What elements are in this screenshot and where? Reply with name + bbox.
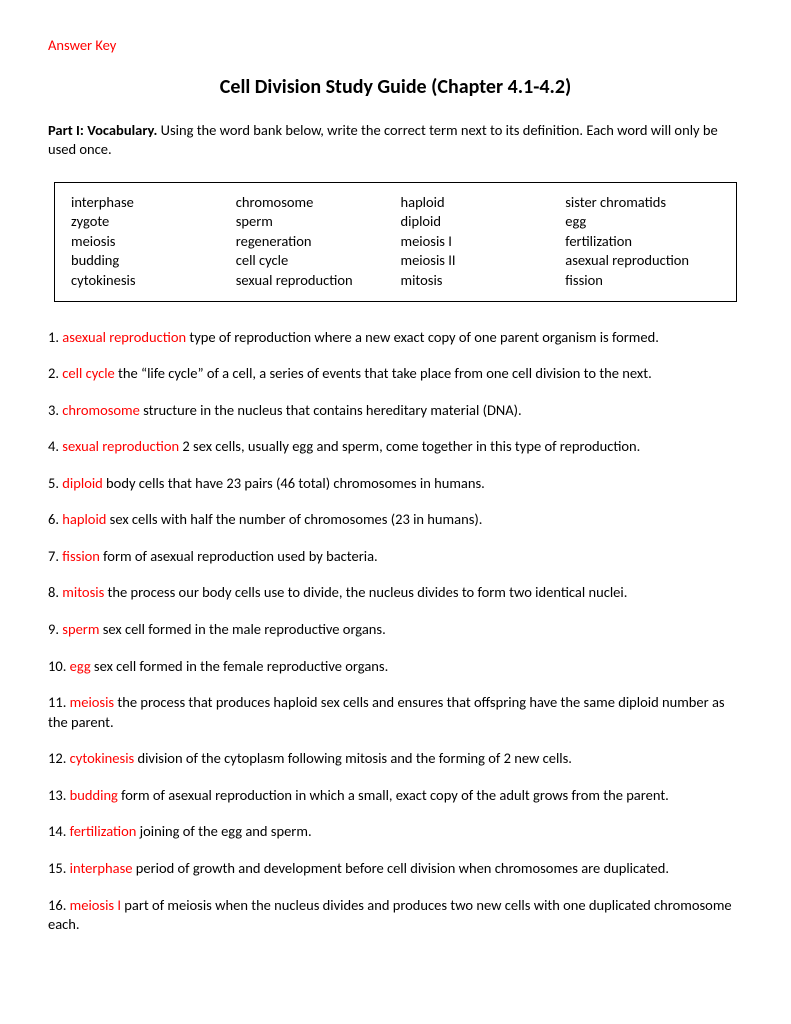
definition-answer: cytokinesis <box>70 749 135 767</box>
wordbank-term: egg <box>565 212 720 232</box>
definition-item: 4. sexual reproduction 2 sex cells, usua… <box>48 437 743 457</box>
definition-answer: egg <box>70 657 91 675</box>
definition-number: 14. <box>48 822 70 840</box>
wordbank-term: meiosis II <box>401 251 556 271</box>
definition-text: sex cell formed in the female reproducti… <box>91 657 389 675</box>
definition-text: 2 sex cells, usually egg and sperm, come… <box>179 437 640 455</box>
definition-answer: fission <box>62 547 100 565</box>
definition-answer: cell cycle <box>62 364 114 382</box>
definition-text: type of reproduction where a new exact c… <box>186 328 659 346</box>
definition-item: 9. sperm sex cell formed in the male rep… <box>48 620 743 640</box>
definition-number: 7. <box>48 547 62 565</box>
wordbank-term: cell cycle <box>236 251 391 271</box>
definition-item: 16. meiosis I part of meiosis when the n… <box>48 896 743 935</box>
definition-number: 5. <box>48 474 62 492</box>
definition-answer: meiosis <box>70 693 114 711</box>
answer-key-label: Answer Key <box>48 36 743 56</box>
definition-item: 15. interphase period of growth and deve… <box>48 859 743 879</box>
definition-text: body cells that have 23 pairs (46 total)… <box>103 474 485 492</box>
definition-number: 9. <box>48 620 62 638</box>
definition-number: 10. <box>48 657 70 675</box>
definition-answer: sexual reproduction <box>62 437 179 455</box>
wordbank-term: fission <box>565 271 720 291</box>
definition-text: period of growth and development before … <box>133 859 670 877</box>
wordbank-term: fertilization <box>565 232 720 252</box>
definition-text: sex cell formed in the male reproductive… <box>99 620 385 638</box>
definition-answer: asexual reproduction <box>62 328 186 346</box>
wordbank-term: zygote <box>71 212 226 232</box>
definition-text: part of meiosis when the nucleus divides… <box>48 896 732 934</box>
definition-number: 13. <box>48 786 70 804</box>
definition-text: the process our body cells use to divide… <box>104 583 627 601</box>
definitions-list: 1. asexual reproduction type of reproduc… <box>48 328 743 935</box>
definition-item: 8. mitosis the process our body cells us… <box>48 583 743 603</box>
definition-number: 12. <box>48 749 70 767</box>
definition-item: 14. fertilization joining of the egg and… <box>48 822 743 842</box>
definition-item: 5. diploid body cells that have 23 pairs… <box>48 474 743 494</box>
wordbank-term: haploid <box>401 193 556 213</box>
definition-text: joining of the egg and sperm. <box>136 822 311 840</box>
definition-answer: interphase <box>70 859 133 877</box>
definition-item: 1. asexual reproduction type of reproduc… <box>48 328 743 348</box>
definition-item: 2. cell cycle the “life cycle” of a cell… <box>48 364 743 384</box>
definition-answer: diploid <box>62 474 102 492</box>
wordbank-col: chromosome sperm regeneration cell cycle… <box>236 193 391 291</box>
definition-number: 16. <box>48 896 70 914</box>
definition-text: form of asexual reproduction used by bac… <box>100 547 378 565</box>
definition-number: 11. <box>48 693 70 711</box>
wordbank-term: regeneration <box>236 232 391 252</box>
wordbank-term: interphase <box>71 193 226 213</box>
definition-text: form of asexual reproduction in which a … <box>118 786 669 804</box>
definition-text: structure in the nucleus that contains h… <box>140 401 522 419</box>
wordbank-col: interphase zygote meiosis budding cytoki… <box>71 193 226 291</box>
wordbank-term: chromosome <box>236 193 391 213</box>
wordbank-term: diploid <box>401 212 556 232</box>
definition-item: 12. cytokinesis division of the cytoplas… <box>48 749 743 769</box>
definition-text: the process that produces haploid sex ce… <box>48 693 725 731</box>
definition-answer: sperm <box>62 620 99 638</box>
definition-answer: mitosis <box>62 583 104 601</box>
definition-item: 11. meiosis the process that produces ha… <box>48 693 743 732</box>
page-title: Cell Division Study Guide (Chapter 4.1-4… <box>48 74 743 101</box>
wordbank-term: sperm <box>236 212 391 232</box>
definition-text: division of the cytoplasm following mito… <box>134 749 572 767</box>
definition-answer: chromosome <box>62 401 140 419</box>
wordbank-term: sexual reproduction <box>236 271 391 291</box>
definition-number: 15. <box>48 859 70 877</box>
instructions: Part I: Vocabulary. Using the word bank … <box>48 121 743 160</box>
wordbank-term: budding <box>71 251 226 271</box>
definition-number: 6. <box>48 510 62 528</box>
wordbank-term: meiosis <box>71 232 226 252</box>
wordbank-col: haploid diploid meiosis I meiosis II mit… <box>401 193 556 291</box>
definition-text: sex cells with half the number of chromo… <box>106 510 482 528</box>
instructions-lead: Part I: Vocabulary. <box>48 121 157 139</box>
definition-answer: fertilization <box>70 822 137 840</box>
wordbank-term: cytokinesis <box>71 271 226 291</box>
wordbank-col: sister chromatids egg fertilization asex… <box>565 193 720 291</box>
definition-answer: haploid <box>62 510 106 528</box>
definition-number: 4. <box>48 437 62 455</box>
definition-item: 6. haploid sex cells with half the numbe… <box>48 510 743 530</box>
wordbank-term: asexual reproduction <box>565 251 720 271</box>
definition-item: 10. egg sex cell formed in the female re… <box>48 657 743 677</box>
definition-item: 7. fission form of asexual reproduction … <box>48 547 743 567</box>
definition-number: 8. <box>48 583 62 601</box>
definition-item: 13. budding form of asexual reproduction… <box>48 786 743 806</box>
definition-text: the “life cycle” of a cell, a series of … <box>115 364 652 382</box>
document-page: Answer Key Cell Division Study Guide (Ch… <box>0 0 791 971</box>
wordbank-term: sister chromatids <box>565 193 720 213</box>
definition-number: 2. <box>48 364 62 382</box>
wordbank-term: mitosis <box>401 271 556 291</box>
definition-number: 1. <box>48 328 62 346</box>
word-bank: interphase zygote meiosis budding cytoki… <box>54 182 737 302</box>
wordbank-term: meiosis I <box>401 232 556 252</box>
definition-answer: meiosis I <box>70 896 121 914</box>
definition-number: 3. <box>48 401 62 419</box>
definition-item: 3. chromosome structure in the nucleus t… <box>48 401 743 421</box>
definition-answer: budding <box>70 786 118 804</box>
